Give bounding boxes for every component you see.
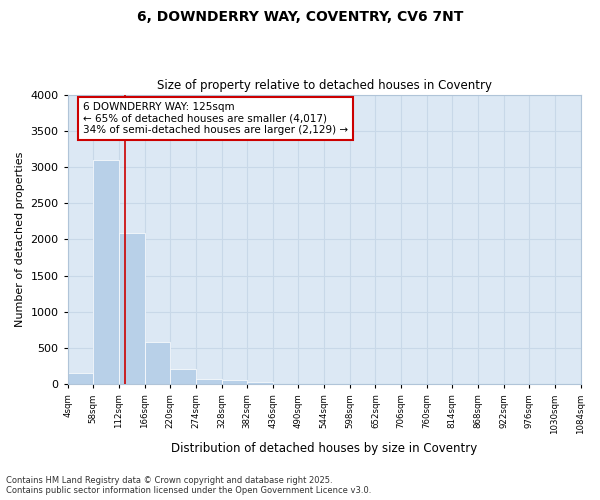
Bar [170,368,196,384]
Bar [145,342,170,384]
Y-axis label: Number of detached properties: Number of detached properties [15,152,25,327]
Bar [221,380,247,384]
Bar [196,379,221,384]
Bar [68,373,94,384]
X-axis label: Distribution of detached houses by size in Coventry: Distribution of detached houses by size … [171,442,477,455]
Text: 6, DOWNDERRY WAY, COVENTRY, CV6 7NT: 6, DOWNDERRY WAY, COVENTRY, CV6 7NT [137,10,463,24]
Title: Size of property relative to detached houses in Coventry: Size of property relative to detached ho… [157,79,491,92]
Text: Contains HM Land Registry data © Crown copyright and database right 2025.
Contai: Contains HM Land Registry data © Crown c… [6,476,371,495]
Text: 6 DOWNDERRY WAY: 125sqm
← 65% of detached houses are smaller (4,017)
34% of semi: 6 DOWNDERRY WAY: 125sqm ← 65% of detache… [83,102,348,135]
Bar [94,160,119,384]
Bar [247,382,273,384]
Bar [119,233,145,384]
